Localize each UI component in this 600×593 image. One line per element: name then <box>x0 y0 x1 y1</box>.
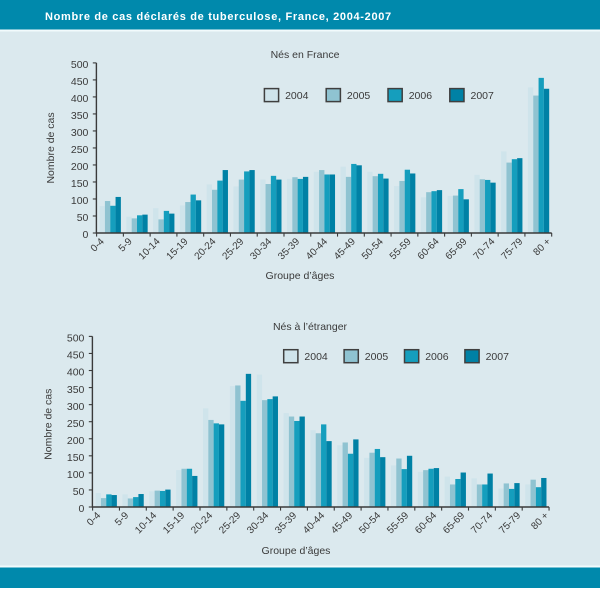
svg-text:2004: 2004 <box>285 90 309 102</box>
svg-text:100: 100 <box>67 469 85 481</box>
svg-text:150: 150 <box>71 178 89 190</box>
svg-text:2005: 2005 <box>365 351 389 363</box>
svg-text:2006: 2006 <box>409 90 433 102</box>
svg-text:400: 400 <box>67 367 85 379</box>
svg-text:2004: 2004 <box>304 351 328 363</box>
svg-text:250: 250 <box>71 144 89 156</box>
svg-text:Nés à l’étranger: Nés à l’étranger <box>273 321 348 333</box>
svg-text:Groupe d’âges: Groupe d’âges <box>266 270 335 282</box>
svg-text:200: 200 <box>71 161 89 173</box>
svg-text:450: 450 <box>67 350 85 362</box>
svg-text:Nés en France: Nés en France <box>271 49 340 61</box>
svg-text:Nombre de cas: Nombre de cas <box>45 112 57 183</box>
svg-text:2007: 2007 <box>486 351 510 363</box>
svg-text:0: 0 <box>79 503 85 515</box>
svg-text:Nombre de cas: Nombre de cas <box>42 389 54 460</box>
svg-text:300: 300 <box>71 127 89 139</box>
svg-text:350: 350 <box>71 110 89 122</box>
svg-text:Nombre de cas déclarés de tube: Nombre de cas déclarés de tuberculose, F… <box>45 11 392 23</box>
svg-text:2007: 2007 <box>471 90 495 102</box>
svg-text:Groupe d’âges: Groupe d’âges <box>262 545 331 557</box>
svg-text:50: 50 <box>77 212 89 224</box>
svg-text:450: 450 <box>71 76 89 88</box>
svg-text:250: 250 <box>67 418 85 430</box>
svg-text:0: 0 <box>83 229 89 241</box>
svg-text:300: 300 <box>67 401 85 413</box>
svg-text:2006: 2006 <box>425 351 449 363</box>
svg-text:100: 100 <box>71 195 89 207</box>
svg-text:500: 500 <box>67 333 85 345</box>
svg-text:150: 150 <box>67 452 85 464</box>
svg-text:50: 50 <box>73 486 85 498</box>
svg-text:400: 400 <box>71 93 89 105</box>
svg-text:350: 350 <box>67 384 85 396</box>
svg-text:2005: 2005 <box>347 90 371 102</box>
svg-text:200: 200 <box>67 435 85 447</box>
svg-text:500: 500 <box>71 59 89 71</box>
